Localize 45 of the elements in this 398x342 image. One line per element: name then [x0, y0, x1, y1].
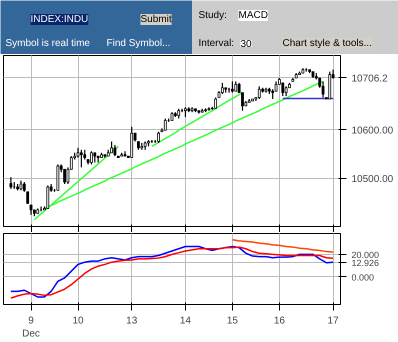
line-series [151, 92, 244, 148]
candlestick [96, 156, 100, 164]
x-tick-label: 16 [274, 316, 286, 326]
candlestick [322, 80, 324, 98]
candlestick [214, 96, 218, 110]
candlestick [164, 118, 167, 131]
text: Find Symbol... [106, 38, 170, 49]
text: Symbol is real time [6, 38, 90, 49]
text: Study: [198, 10, 227, 21]
candlestick [177, 108, 180, 120]
y-tick-label: 10600.00 [352, 125, 394, 136]
candlestick [157, 131, 160, 144]
x-tick-label: 9 Dec [22, 316, 40, 340]
candlestick [110, 140, 113, 154]
y-tick-label: 12.926 [352, 258, 380, 268]
candlestick [184, 106, 187, 118]
candlestick [46, 184, 50, 210]
candlestick [284, 86, 288, 97]
candlestick [114, 144, 116, 157]
x-tick-label: 10 [72, 316, 84, 326]
candlestick [281, 82, 284, 97]
line-series [232, 239, 334, 253]
candlestick [20, 180, 22, 191]
candlestick [90, 150, 93, 166]
text: Interval: [198, 38, 234, 49]
text: MACD [238, 10, 268, 21]
candlestick [231, 80, 234, 94]
x-tick-label: 13 [126, 316, 138, 326]
y-tick-label: 0.000 [352, 272, 374, 282]
candlestick [80, 149, 83, 168]
y-tick-label: 20.000 [352, 250, 380, 260]
text: Chart style & tools... [282, 38, 372, 49]
text: 30 [240, 39, 252, 50]
text: INDEX:INDU [30, 14, 88, 25]
x-tick-label: 15 [226, 316, 238, 326]
candlestick [30, 204, 32, 216]
y-tick-label: 10706.2 [352, 73, 388, 84]
x-tick-label: 17 [328, 316, 340, 326]
candlestick [234, 80, 238, 92]
candlestick [258, 86, 261, 100]
candlestick [220, 82, 224, 95]
candlestick [9, 176, 12, 190]
candlestick [63, 168, 66, 185]
x-tick-label: 14 [180, 316, 192, 326]
y-tick-label: 10500.00 [352, 174, 394, 186]
